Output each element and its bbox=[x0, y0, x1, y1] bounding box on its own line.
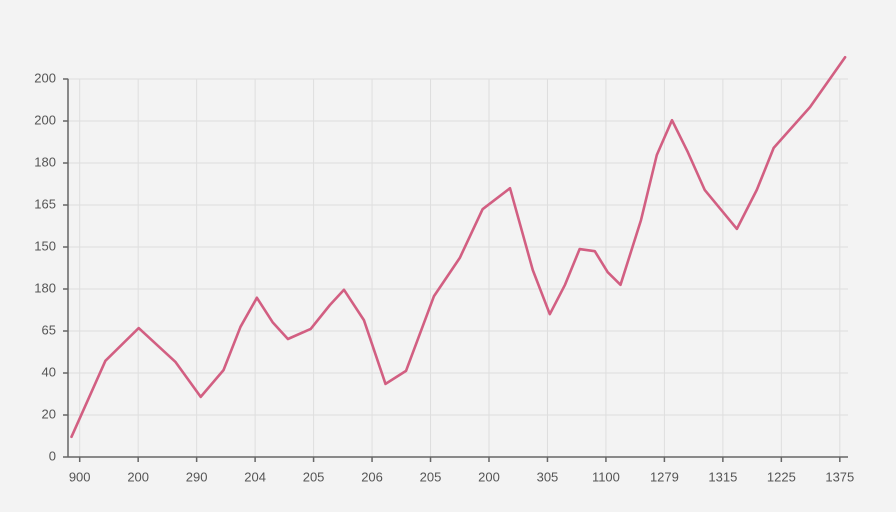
x-tick-label: 205 bbox=[303, 469, 325, 484]
y-tick-label: 200 bbox=[34, 70, 56, 85]
data-line bbox=[70, 55, 847, 439]
y-tick-label: 165 bbox=[34, 196, 56, 211]
x-tick-label: 200 bbox=[127, 469, 149, 484]
y-tick-label: 40 bbox=[42, 364, 56, 379]
x-tick-label: 1100 bbox=[592, 469, 620, 484]
x-tick-label: 206 bbox=[361, 469, 383, 484]
y-tick-label: 65 bbox=[42, 322, 56, 337]
y-tick-label: 200 bbox=[34, 112, 56, 127]
x-tick-label: 205 bbox=[420, 469, 442, 484]
x-tick-label: 204 bbox=[244, 469, 266, 484]
y-tick-label: 180 bbox=[34, 280, 56, 295]
x-tick-label: 305 bbox=[537, 469, 559, 484]
y-tick-label: 150 bbox=[34, 238, 56, 253]
y-tick-label: 0 bbox=[49, 448, 56, 463]
y-tick-label: 180 bbox=[34, 154, 56, 169]
x-tick-label: 900 bbox=[69, 469, 91, 484]
y-tick-label: 20 bbox=[42, 406, 56, 421]
x-tick-label: 1375 bbox=[825, 469, 854, 484]
x-tick-label: 200 bbox=[478, 469, 500, 484]
x-tick-label: 1315 bbox=[708, 469, 737, 484]
x-tick-label: 1279 bbox=[650, 469, 679, 484]
x-tick-label: 290 bbox=[186, 469, 208, 484]
x-tick-label: 1225 bbox=[767, 469, 796, 484]
